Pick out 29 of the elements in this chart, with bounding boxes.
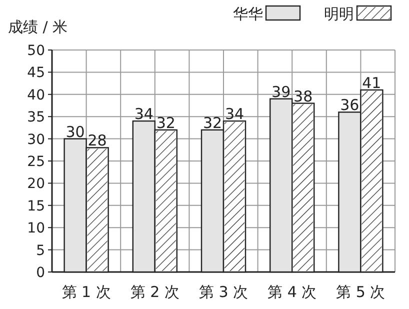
data-label: 36 — [340, 96, 360, 114]
x-tick-label: 第 1 次 — [62, 283, 111, 301]
x-tick-label: 第 3 次 — [198, 283, 248, 301]
y-tick-label: 45 — [27, 65, 45, 82]
y-tick-label: 10 — [27, 220, 45, 237]
data-label: 39 — [272, 82, 291, 101]
data-label: 28 — [88, 132, 107, 150]
data-label: 32 — [202, 114, 222, 132]
y-tick-label: 5 — [36, 242, 45, 259]
data-label: 38 — [294, 87, 313, 106]
y-tick-label: 35 — [27, 110, 45, 126]
data-label: 34 — [224, 105, 244, 124]
y-tick-label: 20 — [27, 176, 45, 192]
y-tick-label: 40 — [27, 87, 45, 104]
data-label: 34 — [134, 105, 154, 124]
legend-label: 华华 — [233, 5, 263, 23]
data-label: 30 — [66, 122, 85, 141]
data-label: 41 — [362, 74, 382, 92]
legend-label: 明明 — [324, 5, 354, 23]
data-label: 32 — [156, 114, 176, 132]
x-tick-label: 第 4 次 — [268, 283, 317, 301]
x-tick-label: 第 5 次 — [336, 283, 386, 301]
y-tick-label: 30 — [27, 132, 45, 148]
y-tick-label: 0 — [36, 265, 45, 281]
y-tick-label: 15 — [27, 198, 45, 214]
y-axis-title: 成绩 / 米 — [8, 18, 68, 36]
x-tick-label: 第 2 次 — [130, 283, 180, 301]
y-tick-label: 50 — [27, 43, 45, 59]
y-tick-label: 25 — [27, 154, 45, 170]
